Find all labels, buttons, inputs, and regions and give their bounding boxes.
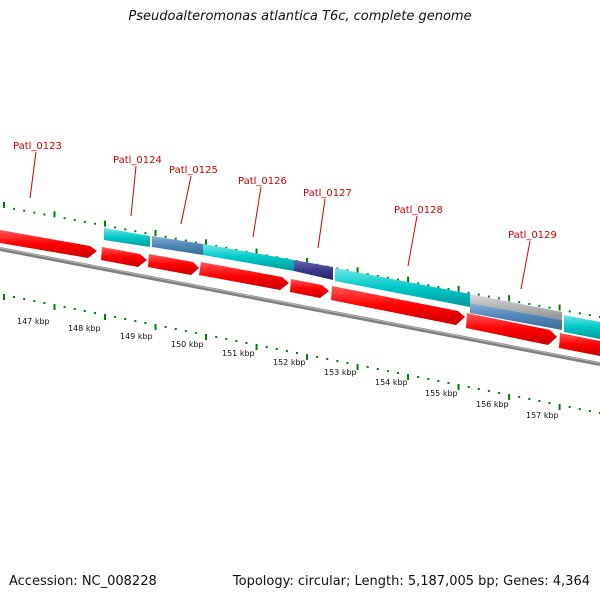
gc-content-ticks-lower: [3, 294, 600, 414]
kbp-label: 156 kbp: [476, 400, 509, 409]
cog-feature: [104, 228, 150, 247]
cog-feature: [470, 294, 562, 320]
kbp-label: 154 kbp: [375, 378, 408, 387]
kbp-label: 152 kbp: [273, 358, 306, 367]
kbp-label: 153 kbp: [324, 368, 357, 377]
kbp-scale: 147 kbp 148 kbp 149 kbp 150 kbp 151 kbp …: [17, 317, 559, 420]
cog-feature-row: [104, 228, 600, 339]
forward-cds-row: [0, 230, 600, 356]
cds-arrow: [101, 247, 147, 267]
cds-arrow: [199, 262, 289, 290]
cog-feature: [335, 268, 470, 307]
gene-label-patl-0125: Patl_0125: [169, 165, 218, 176]
cog-feature: [203, 244, 294, 271]
cds-arrow: [559, 333, 600, 356]
genome-backbone-highlight: [0, 247, 600, 364]
kbp-label: 150 kbp: [171, 340, 204, 349]
cog-feature: [564, 315, 600, 339]
gene-label-patl-0124: Patl_0124: [113, 155, 162, 166]
kbp-label: 148 kbp: [68, 324, 101, 333]
kbp-label: 147 kbp: [17, 317, 50, 326]
gene-label-patl-0129: Patl_0129: [508, 230, 557, 241]
genome-backbone: [0, 247, 600, 366]
gene-callout-patl-0123: Patl_0123: [13, 141, 62, 199]
kbp-label: 149 kbp: [120, 332, 153, 341]
cds-arrow: [466, 313, 557, 345]
gene-labels: Patl_0123 Patl_0124 Patl_0125 Patl_0126 …: [13, 141, 557, 290]
gene-callout-patl-0125: Patl_0125: [169, 165, 218, 225]
gene-callout-patl-0128: Patl_0128: [394, 205, 443, 267]
cds-arrow: [148, 254, 199, 275]
gene-callout-patl-0124: Patl_0124: [113, 155, 162, 217]
cog-feature: [152, 236, 203, 255]
gc-content-ticks-upper: [3, 202, 600, 318]
kbp-label: 151 kbp: [222, 349, 255, 358]
gene-label-patl-0123: Patl_0123: [13, 141, 62, 152]
gene-callout-patl-0129: Patl_0129: [508, 230, 557, 290]
gene-label-patl-0126: Patl_0126: [238, 176, 287, 187]
cds-arrow: [0, 230, 97, 258]
cog-feature: [294, 260, 333, 280]
cds-arrow: [290, 279, 329, 298]
cog-feature: [470, 303, 562, 330]
footer-stats: Topology: circular; Length: 5,187,005 bp…: [232, 574, 590, 589]
map-title: Pseudoalteromonas atlantica T6c, complet…: [128, 9, 472, 24]
kbp-label: 155 kbp: [425, 389, 458, 398]
footer-accession: Accession: NC_008228: [9, 574, 157, 589]
gene-label-patl-0128: Patl_0128: [394, 205, 443, 216]
kbp-label: 157 kbp: [526, 411, 559, 420]
gene-callout-patl-0127: Patl_0127: [303, 188, 352, 249]
gene-label-patl-0127: Patl_0127: [303, 188, 352, 199]
cds-arrow: [331, 286, 465, 325]
gene-callout-patl-0126: Patl_0126: [238, 176, 287, 238]
